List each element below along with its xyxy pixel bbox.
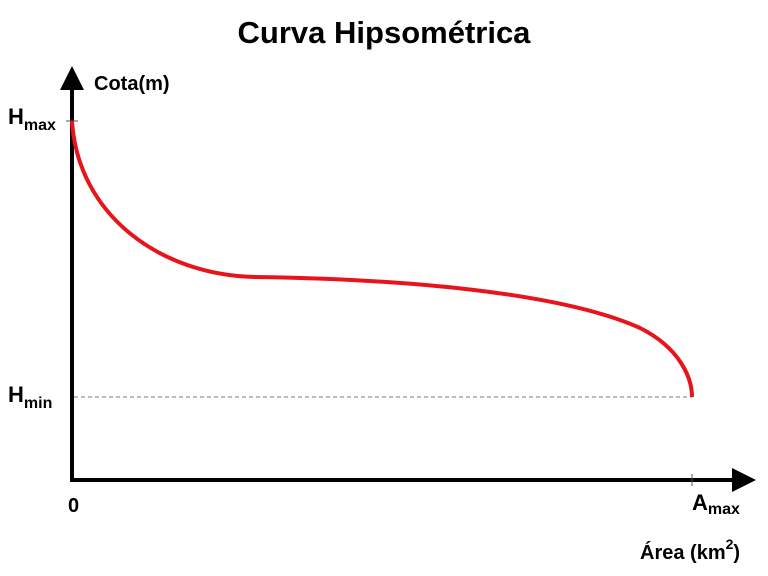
origin-label: 0 [68, 495, 79, 517]
hmax-label: Hmax [8, 104, 56, 134]
diagram-title: Curva Hipsométrica [238, 15, 532, 50]
x-axis-label: Área (km2) [640, 536, 740, 564]
y-axis-label: Cota(m) [94, 73, 170, 95]
hypsometric-curve [70, 120, 694, 398]
x-axis-arrow [732, 468, 756, 492]
amax-label: Amax [692, 490, 740, 518]
hmin-label: Hmin [8, 382, 52, 412]
y-axis-arrow [60, 66, 84, 90]
